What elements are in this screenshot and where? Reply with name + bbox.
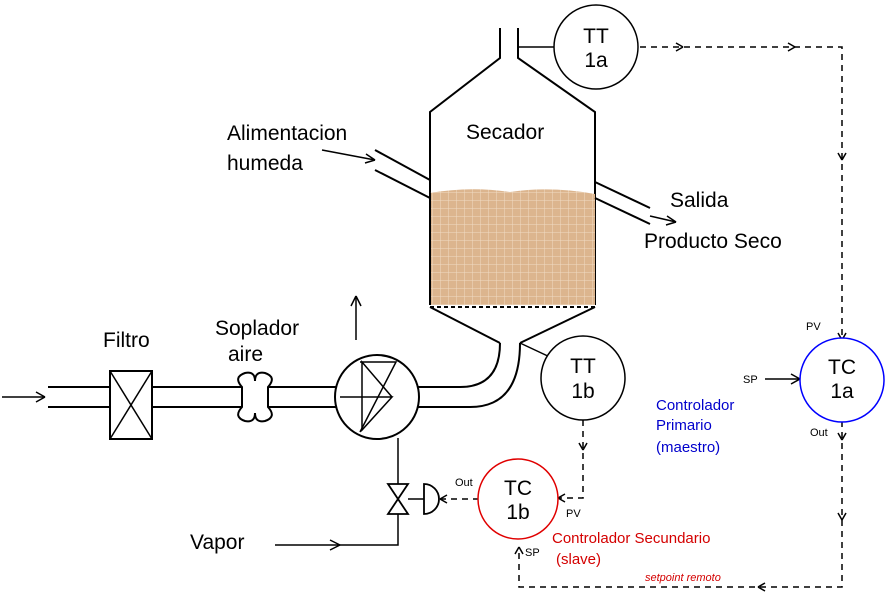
blower — [237, 371, 273, 423]
soplador-label: Soplador — [215, 317, 299, 340]
primary-controller-line3: (maestro) — [656, 439, 720, 456]
tc1a-tag: TC — [828, 356, 856, 379]
heat-exchanger — [334, 354, 420, 440]
aire-label: aire — [228, 343, 263, 366]
signal-tc1a-to-tc1b-sp — [518, 421, 843, 588]
tt1b-tag: TT — [570, 355, 596, 378]
tc1b-out-label: Out — [455, 477, 473, 489]
dryer-vessel — [374, 28, 651, 344]
instrument-tt1b[interactable]: TT 1b — [540, 335, 626, 421]
setpoint-remoto-label: setpoint remoto — [645, 572, 721, 584]
primary-controller-line1: Controlador — [656, 397, 734, 414]
alimentacion-label: Alimentacion — [227, 122, 347, 145]
filter — [109, 370, 153, 440]
primary-controller-line2: Primario — [656, 417, 712, 434]
tt1a-tag: TT — [583, 25, 609, 48]
signal-tt1a-to-tc1a — [640, 46, 843, 340]
vapor-label: Vapor — [190, 531, 244, 554]
controller-tc1b[interactable]: TC 1b — [477, 458, 559, 540]
tt1b-number: 1b — [571, 380, 594, 403]
steam-control-valve[interactable] — [386, 483, 440, 515]
signal-tt1b-to-tc1b — [558, 420, 584, 499]
filtro-label: Filtro — [103, 329, 150, 352]
tc1b-tag: TC — [504, 477, 532, 500]
humeda-label: humeda — [227, 152, 303, 175]
producto-seco-label: Producto Seco — [644, 230, 782, 253]
product-bed — [430, 189, 595, 305]
secondary-controller-line1: Controlador Secundario — [552, 530, 710, 547]
secondary-controller-line2: (slave) — [556, 551, 601, 568]
tc1b-sp-label: SP — [525, 547, 540, 559]
instrument-tt1a[interactable]: TT 1a — [553, 4, 639, 90]
tc1a-sp-label: SP — [743, 374, 758, 386]
salida-label: Salida — [670, 189, 729, 212]
tt1a-number: 1a — [584, 49, 608, 72]
controller-tc1a[interactable]: TC 1a — [799, 337, 885, 423]
secador-label: Secador — [466, 121, 544, 144]
tc1a-number: 1a — [830, 380, 854, 403]
tc1a-pv-label: PV — [806, 321, 821, 333]
tc1b-pv-label: PV — [566, 508, 581, 520]
air-pipe — [48, 342, 521, 408]
tc1a-out-label: Out — [810, 427, 828, 439]
tc1b-number: 1b — [506, 501, 529, 524]
